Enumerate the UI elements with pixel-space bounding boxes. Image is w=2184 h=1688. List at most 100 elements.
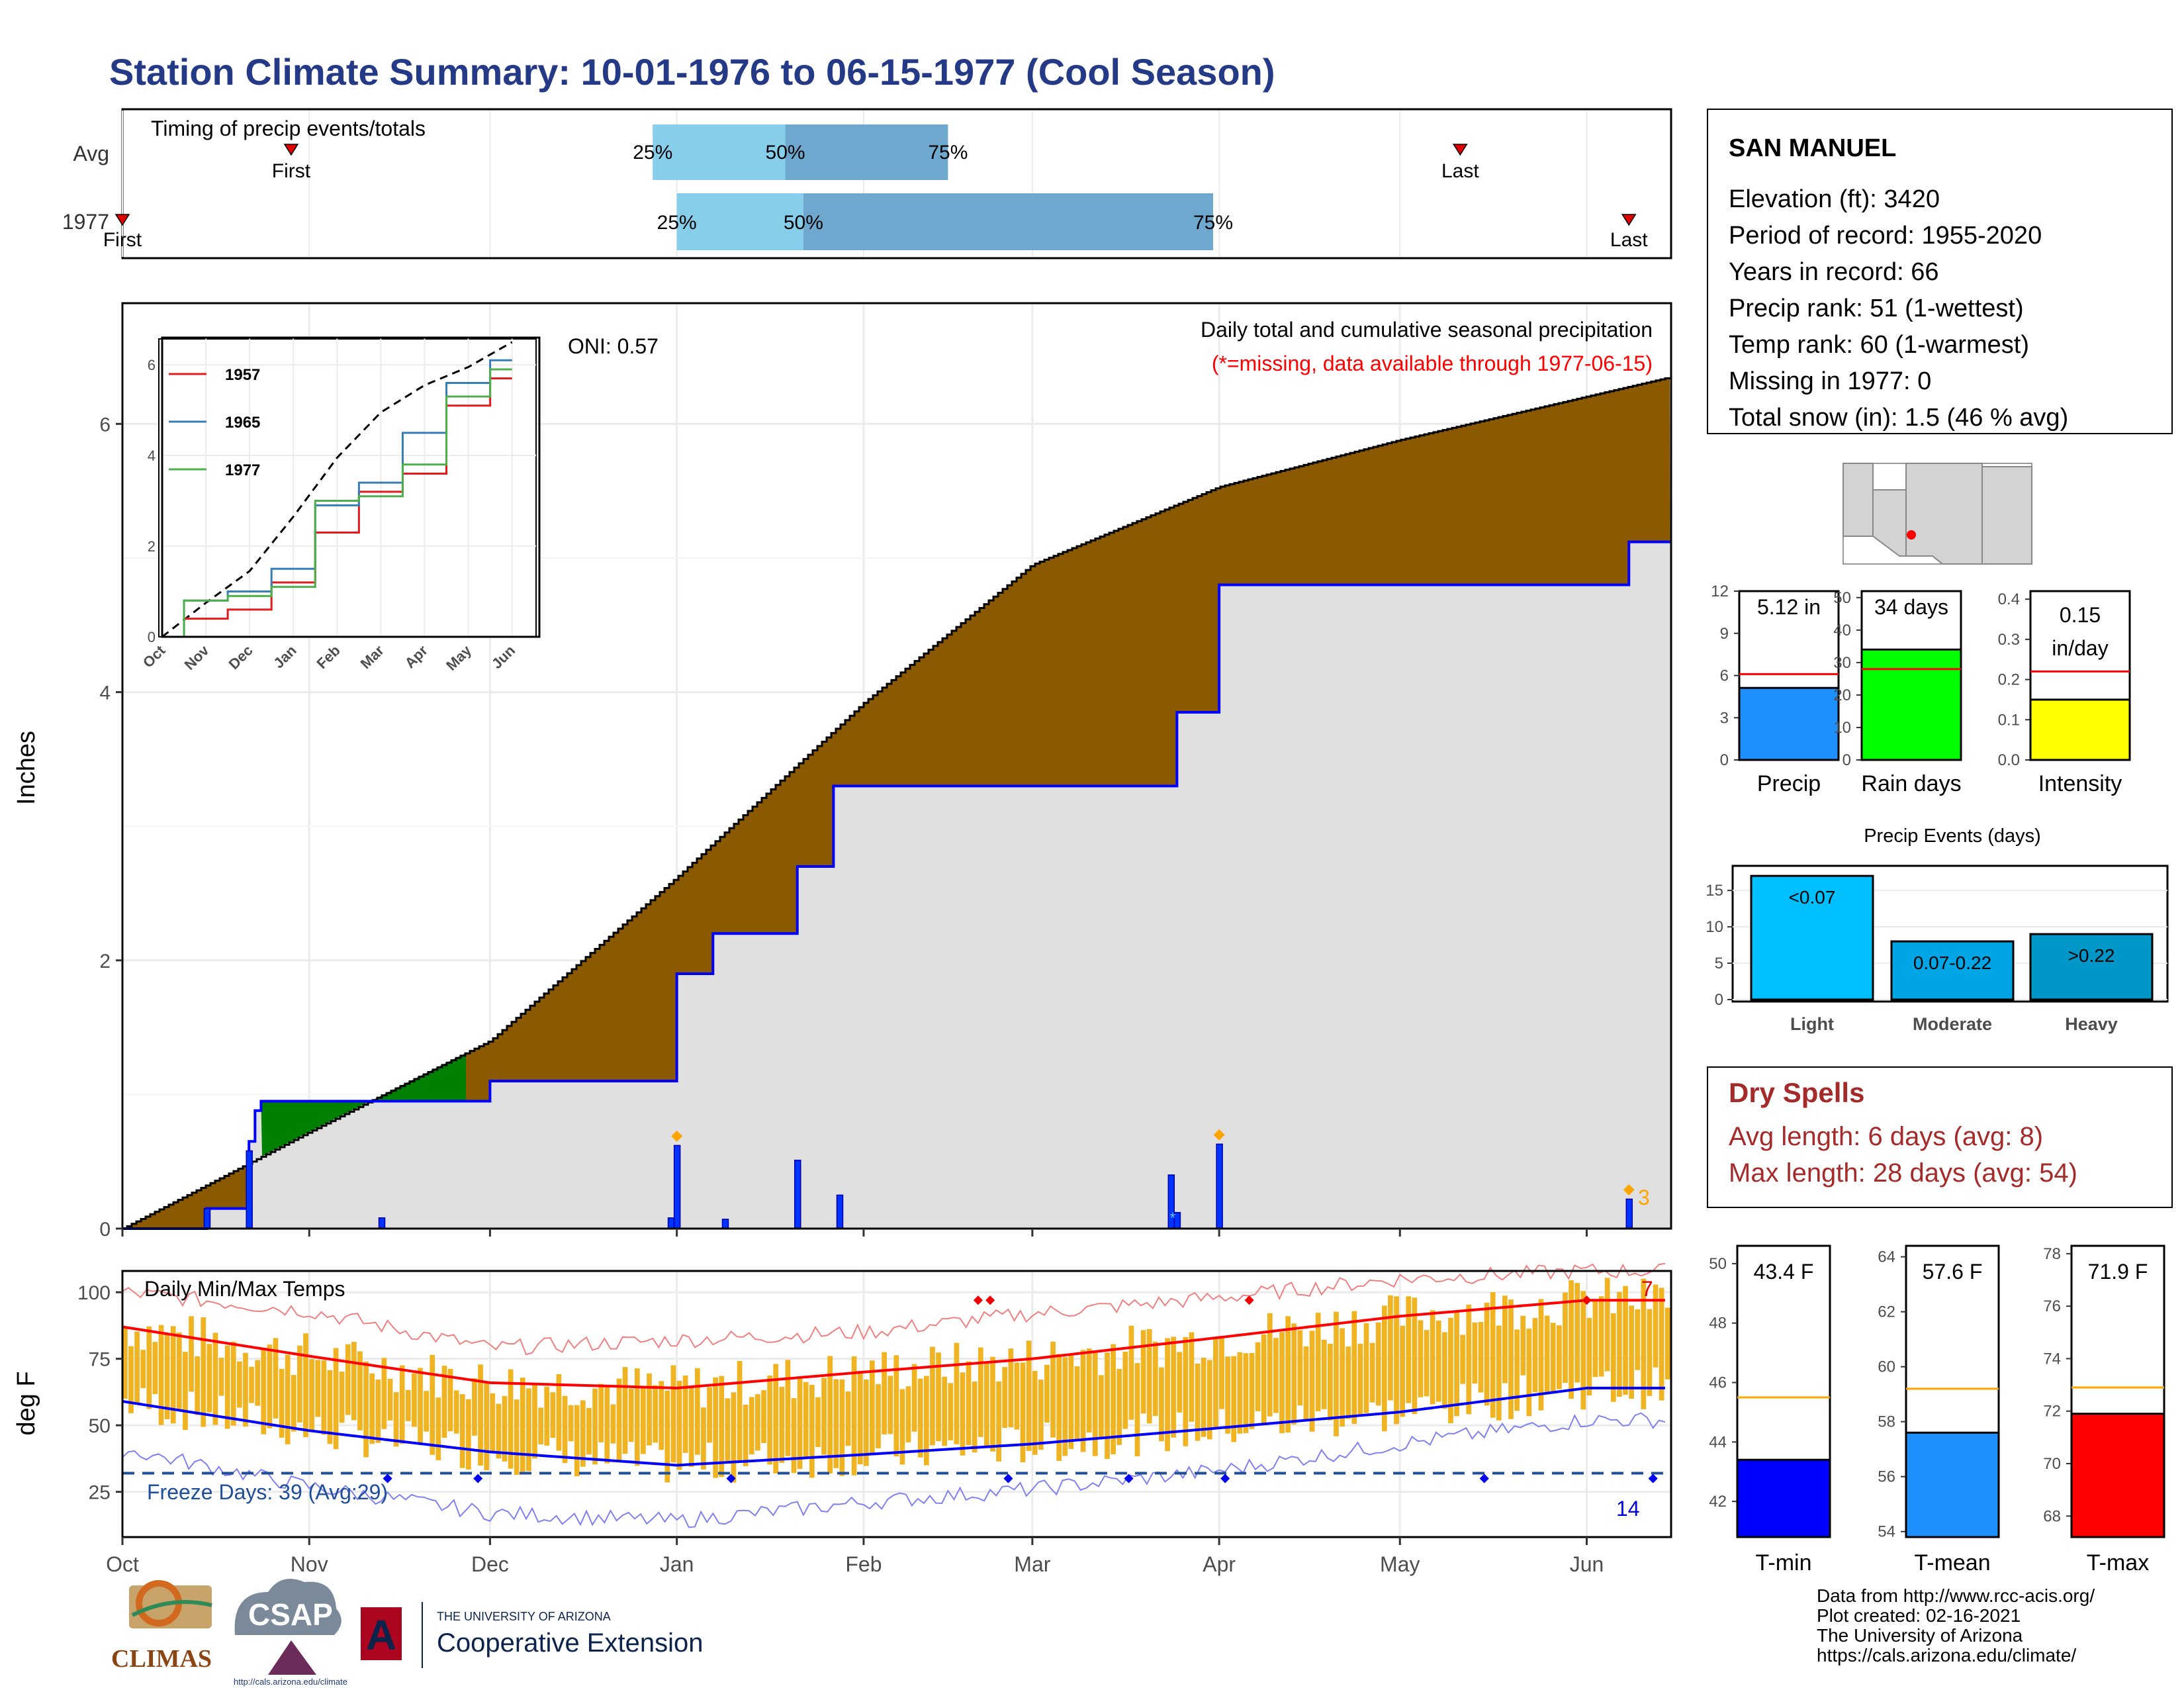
temp-y-axis-label: deg F xyxy=(13,1371,40,1435)
temp-summary-tick-label: 44 xyxy=(1709,1433,1727,1451)
csap-logo: CSAP http://cals.arizona.edu/climate xyxy=(234,1579,347,1687)
avg-cumulative-line xyxy=(122,377,1671,1230)
temp-summary-tick-label: 56 xyxy=(1878,1468,1895,1486)
temp-summary-value-label: 57.6 F xyxy=(1923,1260,1983,1284)
daily-temp-bar xyxy=(911,1364,917,1432)
timing-row-avg-label: Avg xyxy=(73,142,109,165)
daily-temp-bar xyxy=(1152,1341,1158,1417)
temp-summary-tick-label: 46 xyxy=(1709,1374,1727,1392)
daily-temp-bar xyxy=(1159,1367,1164,1442)
daily-temp-bar xyxy=(1442,1332,1447,1409)
daily-temp-bar xyxy=(206,1344,212,1413)
daily-temp-bar xyxy=(1502,1295,1508,1383)
daily-temp-bar xyxy=(719,1376,725,1477)
daily-temp-bar xyxy=(1435,1320,1441,1402)
timing-marker xyxy=(1452,144,1468,156)
csap-logo-text: CSAP xyxy=(248,1597,333,1632)
daily-temp-bar xyxy=(1334,1311,1339,1436)
daily-temp-bar xyxy=(1062,1357,1068,1456)
daily-temp-bar xyxy=(1189,1332,1195,1422)
daily-temp-bar xyxy=(1050,1341,1056,1438)
precip-event-bar xyxy=(1750,874,1874,1001)
precip-events-chart: Precip Events (days) 0 5 10 15 <0.07 Light 0.0… xyxy=(1706,825,2169,1034)
csap-logo-url: http://cals.arizona.edu/climate xyxy=(234,1677,347,1687)
daily-temp-bar xyxy=(610,1404,616,1444)
temp-panel: 25 50 75 100 Oct Nov Dec Jan Feb Mar Apr May Jun Da… xyxy=(13,1262,1672,1576)
summary-bar-tick-label: 0.2 xyxy=(1998,671,2020,689)
summary-bar-value xyxy=(2029,698,2131,761)
daily-temp-bar xyxy=(779,1386,785,1463)
daily-temp-bar xyxy=(917,1378,923,1458)
record-high-marker xyxy=(985,1295,995,1305)
daily-temp-bar xyxy=(285,1354,291,1444)
daily-temp-bar xyxy=(1321,1339,1327,1409)
footer-line-url: https://cals.arizona.edu/climate/ xyxy=(1817,1645,2076,1665)
daily-temp-bar xyxy=(490,1393,496,1453)
daily-temp-bar xyxy=(1177,1352,1183,1413)
daily-temp-bar xyxy=(435,1397,441,1460)
page-title: Station Climate Summary: 10-01-1976 to 0… xyxy=(109,51,1275,93)
daily-temp-bar xyxy=(761,1390,766,1443)
temp-summary-tick-label: 70 xyxy=(2043,1455,2061,1473)
daily-temp-bar xyxy=(1171,1336,1177,1438)
summary-bar-tick-label: 3 xyxy=(1720,709,1729,727)
daily-temp-bar xyxy=(1032,1370,1038,1455)
climas-logo-text: CLIMAS xyxy=(111,1645,212,1673)
daily-temp-bar xyxy=(520,1378,525,1472)
temp-summary-value-label: 43.4 F xyxy=(1754,1260,1814,1284)
station-info-line: Total snow (in): 1.5 (46 % avg) xyxy=(1729,404,2068,432)
daily-precip-bar xyxy=(836,1194,844,1229)
temp-summary-tick-label: 54 xyxy=(1878,1523,1895,1541)
daily-temp-bar xyxy=(1140,1330,1146,1414)
inset-y-tick-label: 0 xyxy=(148,629,156,645)
daily-temp-bar xyxy=(833,1379,839,1468)
station-info-line: Years in record: 66 xyxy=(1729,258,1939,286)
oni-label: ONI: 0.57 xyxy=(568,334,659,358)
daily-temp-bar xyxy=(1237,1352,1243,1434)
daily-temp-bar xyxy=(1574,1283,1580,1383)
daily-temp-bar xyxy=(243,1352,248,1427)
temp-summary-tick-label: 72 xyxy=(2043,1403,2061,1421)
daily-temp-bar xyxy=(966,1361,972,1446)
daily-temp-bar xyxy=(1478,1322,1484,1393)
summary-bar-tick-label: 0 xyxy=(1843,751,1851,769)
temp-y-tick-label: 75 xyxy=(89,1349,111,1371)
year-cumulative-line xyxy=(122,540,1671,1230)
daily-temp-bar xyxy=(1183,1336,1189,1446)
daily-temp-bar xyxy=(351,1342,357,1421)
daily-temp-bar xyxy=(424,1391,429,1432)
daily-temp-bar xyxy=(1400,1325,1406,1417)
daily-temp-bar xyxy=(236,1361,242,1408)
daily-temp-bar xyxy=(465,1399,471,1470)
daily-temp-bar xyxy=(701,1407,706,1470)
daily-temp-bar xyxy=(604,1384,610,1464)
main-caption: Daily total and cumulative seasonal prec… xyxy=(1201,318,1653,342)
temp-x-tick-label: Jan xyxy=(660,1552,694,1576)
daily-temp-bar xyxy=(1267,1313,1273,1417)
daily-temp-bar xyxy=(441,1366,447,1438)
timing-marker xyxy=(114,214,130,226)
precip-event-category: Light xyxy=(1790,1014,1834,1034)
daily-temp-bar xyxy=(821,1378,827,1455)
extreme-precip-marker xyxy=(1623,1184,1635,1196)
daily-temp-bar xyxy=(357,1351,363,1430)
daily-temp-bar xyxy=(1213,1338,1218,1427)
daily-temp-bar xyxy=(183,1352,188,1430)
extreme-precip-marker xyxy=(1213,1129,1225,1141)
daily-temp-bar xyxy=(1074,1366,1080,1440)
ua-logo-top: THE UNIVERSITY OF ARIZONA xyxy=(437,1610,611,1623)
daily-temp-bar xyxy=(586,1408,592,1455)
daily-temp-bar xyxy=(1086,1348,1092,1432)
summary-bar-label: Precip xyxy=(1757,771,1821,796)
daily-temp-bar xyxy=(641,1387,646,1454)
daily-temp-bar xyxy=(478,1364,483,1466)
daily-temp-bar xyxy=(996,1381,1001,1462)
daily-temp-bar xyxy=(863,1379,869,1466)
daily-temp-bar xyxy=(532,1385,537,1459)
record-min-line xyxy=(122,1412,1666,1528)
daily-temp-bar xyxy=(459,1394,465,1468)
daily-temp-bar xyxy=(797,1378,803,1470)
summary-bar-value-label: 0.15 xyxy=(2060,603,2101,627)
